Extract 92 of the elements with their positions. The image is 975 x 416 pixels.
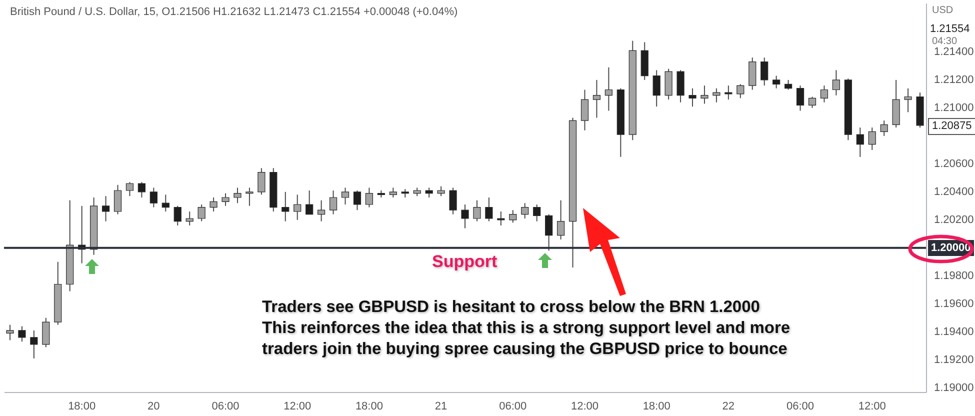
- candlestick: [6, 324, 14, 341]
- candlestick: [664, 68, 672, 100]
- x-tick-label: 06:00: [212, 400, 240, 412]
- candlestick: [904, 88, 912, 113]
- x-tick-label: 12:00: [284, 400, 312, 412]
- annotation: Support: [432, 252, 498, 272]
- text: 1.21554: [930, 23, 970, 35]
- candlestick: [294, 194, 302, 220]
- candlestick: [102, 196, 110, 222]
- candlestick: [556, 200, 565, 240]
- text: 1.20875: [928, 118, 975, 135]
- candlestick: [604, 66, 612, 112]
- candlestick: [341, 187, 350, 205]
- candlestick: [485, 197, 493, 222]
- y-tick-label: 1.19000: [934, 380, 974, 395]
- y-tick-label: 1.20600: [934, 156, 974, 171]
- candlestick: [437, 186, 445, 197]
- y-tick-label: 1.19600: [934, 296, 974, 311]
- x-tick-label: 18:00: [355, 400, 383, 412]
- x-tick-label: 18:00: [68, 400, 96, 412]
- y-tick-label: 1.21400: [934, 44, 974, 59]
- candlestick: [832, 70, 840, 96]
- candlestick: [222, 192, 230, 206]
- candlestick: [545, 214, 553, 252]
- candlestick: [126, 182, 134, 197]
- candlestick: [449, 187, 457, 215]
- candlestick: [820, 85, 828, 103]
- candlestick: [700, 85, 708, 104]
- candlestick: [30, 330, 38, 359]
- y-tick-label: 1.20200: [934, 212, 974, 227]
- candlestick: [198, 204, 206, 222]
- candlestick: [18, 326, 26, 342]
- candlestick: [329, 190, 338, 215]
- x-tick-label: 12:00: [858, 400, 886, 412]
- x-tick-label: 22: [722, 400, 735, 412]
- candlestick: [246, 187, 254, 206]
- candlestick: [748, 57, 756, 90]
- candlestick: [796, 85, 804, 112]
- candlestick: [509, 210, 517, 224]
- x-tick-label: 12:00: [570, 400, 599, 412]
- candlestick: [880, 120, 888, 136]
- text: USD: [932, 5, 954, 16]
- candlestick: [652, 70, 660, 108]
- candlestick: [318, 200, 326, 222]
- x-tick-label: 06:00: [499, 400, 527, 412]
- candlestick: [306, 190, 314, 215]
- candlestick: [592, 79, 601, 118]
- candlestick: [808, 96, 816, 108]
- candlestick: [772, 75, 780, 89]
- candlestick: [210, 197, 218, 212]
- x-tick-label: 06:00: [786, 400, 814, 412]
- candlestick: [736, 84, 744, 99]
- y-tick-label: 1.19400: [934, 324, 974, 339]
- candlestick: [162, 194, 170, 212]
- candlestick: [533, 204, 541, 222]
- candlestick: [389, 187, 397, 198]
- chart-title: British Pound / U.S. Dollar, 15, O1.21506 H1.21632 L1.21473 C1.21554 +0.00048 (+0.04%): [10, 6, 458, 18]
- y-tick-label: 1.21200: [934, 72, 974, 87]
- candlestick: [114, 184, 122, 215]
- x-tick-label: 18:00: [642, 400, 670, 412]
- candlestick: [365, 187, 374, 208]
- candlestick: [784, 79, 792, 90]
- candlestick: [473, 200, 481, 222]
- candlestick: [353, 190, 362, 211]
- candlestick: [856, 127, 864, 158]
- candlestick: [712, 88, 720, 103]
- candlestick: [580, 89, 589, 131]
- candlestick: [258, 168, 266, 196]
- candlestick: [425, 187, 433, 198]
- x-tick-label: 20: [148, 400, 160, 412]
- candlestick: [724, 85, 732, 100]
- candlestick: [760, 57, 768, 86]
- candlestick: [497, 210, 505, 226]
- candlestick: [676, 70, 684, 103]
- candlestick: [282, 191, 290, 222]
- annotation: Traders see GBPUSD is hesitant to cross below the BRN 1.2000 This reinforces the idea that this is a strong support level and more traders join the buying spree causing the GBPUSD price to bounce: [262, 297, 790, 360]
- candlestick: [138, 182, 146, 198]
- candlestick: [42, 317, 50, 348]
- candlestick: [521, 202, 529, 219]
- candlestick: [688, 88, 696, 108]
- y-tick-label: 1.20400: [934, 184, 974, 199]
- y-tick-label: 1.19800: [934, 268, 974, 283]
- candlestick: [186, 210, 194, 226]
- candlestick: [150, 187, 158, 208]
- text: 04:30: [932, 36, 958, 47]
- x-tick-label: 21: [434, 400, 448, 412]
- y-tick-label: 1.21000: [934, 100, 974, 115]
- candlestick: [234, 187, 242, 204]
- candlestick: [868, 127, 876, 150]
- candlestick: [174, 205, 182, 226]
- candlestick: [461, 204, 469, 229]
- y-tick-label: 1.19200: [934, 352, 974, 367]
